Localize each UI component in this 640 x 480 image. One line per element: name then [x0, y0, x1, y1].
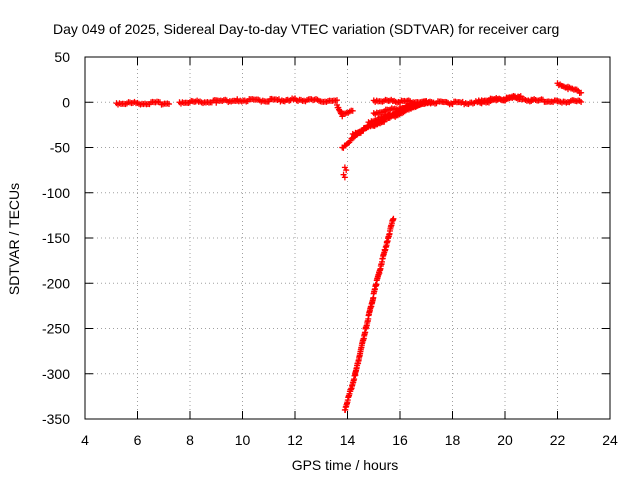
x-tick-label: 18	[445, 432, 461, 448]
series-end-rise	[554, 80, 585, 96]
y-tick-label: 50	[54, 49, 70, 65]
x-tick-label: 12	[287, 432, 303, 448]
y-tick-label: -350	[42, 411, 70, 427]
y-tick-label: -200	[42, 275, 70, 291]
x-tick-label: 22	[550, 432, 566, 448]
x-tick-label: 6	[134, 432, 142, 448]
y-tick-label: -50	[50, 140, 70, 156]
series-dip-track-1	[334, 101, 356, 120]
x-tick-label: 4	[81, 432, 89, 448]
x-axis-title: GPS time / hours	[292, 457, 399, 473]
plot-frame	[84, 56, 611, 420]
y-tick-label: -300	[42, 366, 70, 382]
series-baseline-mid	[176, 95, 340, 107]
y-axis-title: SDTVAR / TECUs	[6, 183, 22, 295]
series-steep-drop	[341, 215, 397, 413]
y-ticks: 50 0 -50 -100 -150 -200 -250 -300 -350	[42, 49, 610, 427]
x-tick-label: 10	[235, 432, 251, 448]
data-points	[113, 80, 585, 413]
chart-title: Day 049 of 2025, Sidereal Day-to-day VTE…	[53, 21, 559, 37]
series-dip-track-5	[370, 98, 435, 118]
y-tick-label: 0	[62, 94, 70, 110]
grid	[85, 57, 610, 419]
y-tick-label: -100	[42, 185, 70, 201]
x-tick-label: 8	[186, 432, 194, 448]
series-late-branch	[475, 92, 524, 105]
series-baseline-early	[113, 98, 172, 108]
x-tick-label: 14	[340, 432, 356, 448]
x-tick-label: 16	[392, 432, 408, 448]
x-tick-label: 20	[497, 432, 513, 448]
series-isolated-points	[340, 164, 350, 181]
y-tick-label: -150	[42, 230, 70, 246]
x-tick-label: 24	[602, 432, 618, 448]
y-tick-label: -250	[42, 321, 70, 337]
